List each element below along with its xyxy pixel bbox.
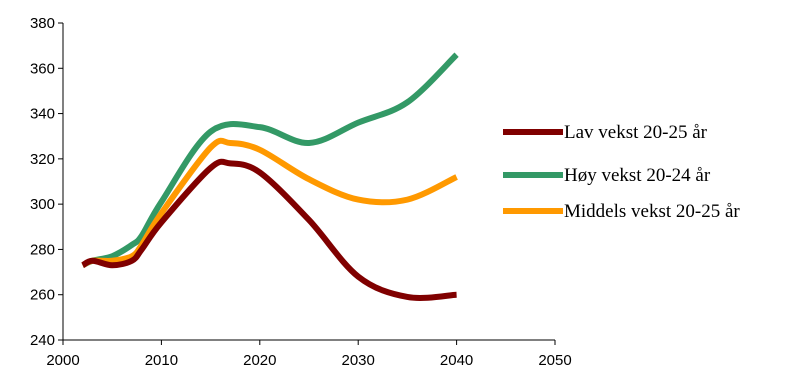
series-line (81, 52, 459, 269)
y-tick-label: 320 (30, 151, 55, 168)
y-tick-label: 300 (30, 196, 55, 213)
series-line (81, 158, 457, 301)
series-line (81, 137, 458, 269)
legend-label: Lav vekst 20-25 år (564, 122, 708, 143)
series-layer (81, 52, 459, 301)
y-tick-label: 280 (30, 241, 55, 258)
y-tick-label: 240 (30, 332, 55, 349)
y-tick-label: 260 (30, 287, 55, 304)
legend-label: Middels vekst 20-25 år (564, 201, 740, 222)
legend-label: Høy vekst 20-24 år (564, 165, 711, 186)
y-tick-label: 340 (30, 106, 55, 123)
axes (62, 23, 555, 341)
y-tick-label: 360 (30, 60, 55, 77)
x-tick-label: 2050 (538, 352, 571, 369)
x-tick-label: 2030 (342, 352, 375, 369)
x-tick-label: 2000 (46, 352, 79, 369)
x-axis-ticks: 2000 2010 2020 2030 2040 2050 (46, 340, 572, 369)
y-tick-label: 380 (30, 15, 55, 32)
x-tick-label: 2010 (145, 352, 178, 369)
y-axis-ticks: 240 260 280 300 320 340 360 380 (30, 15, 63, 349)
x-tick-label: 2020 (243, 352, 276, 369)
x-tick-label: 2040 (440, 352, 473, 369)
legend: Lav vekst 20-25 år Høy vekst 20-24 år Midd… (503, 122, 740, 222)
